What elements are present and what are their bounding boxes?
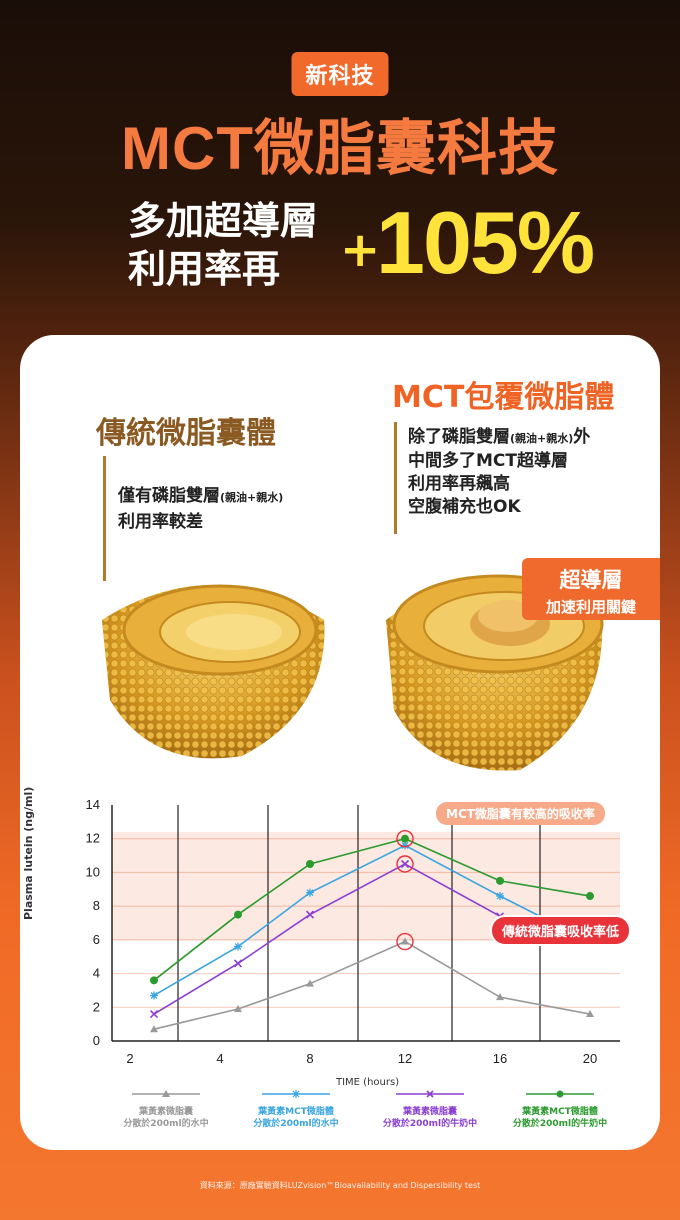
right-desc-line2: 中間多了MCT超導層 (408, 451, 568, 471)
y-tick-label: 2 (93, 999, 100, 1014)
page-title: MCT微脂囊科技 (121, 115, 559, 182)
right-desc-line1-note: (親油+親水) (510, 432, 574, 445)
x-axis-label: TIME (hours) (336, 1077, 400, 1088)
peak-highlight-circle (396, 932, 414, 951)
legend-item: 葉黃素微脂囊 分散於200ml的水中 (96, 1088, 236, 1130)
data-point (234, 942, 242, 951)
legend-item: 葉黃素MCT微脂體 分散於200ml的水中 (226, 1088, 366, 1130)
series-line (153, 837, 591, 981)
y-tick-label: 14 (86, 797, 100, 812)
subtitle-line1: 多加超導層 (128, 199, 319, 243)
callout-title: 超導層 (559, 568, 623, 592)
legend-item: 葉黃素微脂囊 分散於200ml的牛奶中 (360, 1088, 500, 1130)
data-point (496, 993, 504, 1001)
y-tick-label: 8 (93, 898, 100, 913)
data-point (496, 876, 504, 885)
x-tick-label: 16 (493, 1051, 507, 1066)
left-divider (103, 456, 106, 581)
left-desc-line2: 利用率較差 (118, 512, 203, 532)
mct-liposome-title: MCT包覆微脂體 (392, 380, 615, 415)
data-point (150, 1025, 158, 1033)
legend-item: 葉黃素MCT微脂體 分散於200ml的牛奶中 (490, 1088, 630, 1130)
new-tech-tag: 新科技 (291, 52, 389, 96)
traditional-liposome-title: 傳統微脂囊體 (96, 416, 276, 451)
data-point (400, 859, 410, 869)
legend-label-2: 分散於200ml的水中 (253, 1119, 339, 1129)
mct-description: 除了磷脂雙層(親油+親水)外 中間多了MCT超導層 利用率再飆高 空腹補充也OK (408, 426, 590, 519)
legend-label-1: 葉黃素微脂囊 (138, 1107, 193, 1117)
x-tick-label: 2 (126, 1051, 133, 1066)
x-tick-label: 12 (398, 1051, 412, 1066)
y-axis-label: Plasma lutein (ng/ml) (22, 786, 35, 920)
data-point (234, 1004, 242, 1012)
legend-marker-icon (526, 1090, 594, 1098)
legend-marker-icon (396, 1090, 464, 1098)
hero-banner: 新科技 MCT微脂囊科技 多加超導層 利用率再 + 105% (0, 0, 680, 320)
plus-sign: + (340, 222, 381, 278)
traditional-description: 僅有磷脂雙層(親油+親水) 利用率較差 (118, 484, 283, 535)
data-point (305, 910, 315, 919)
y-tick-label: 10 (86, 864, 100, 879)
legend-label-2: 分散於200ml的牛奶中 (382, 1119, 478, 1129)
x-tick-label: 4 (216, 1051, 223, 1066)
legend-marker-icon (262, 1090, 330, 1098)
subtitle-line2: 利用率再 (128, 247, 281, 291)
data-point (586, 892, 594, 901)
y-tick-label: 6 (93, 932, 100, 947)
left-desc-line1-note: (親油+親水) (220, 491, 284, 504)
traditional-liposome-illustration (102, 584, 325, 759)
callout-subtitle: 加速利用關鍵 (545, 598, 636, 616)
left-desc-line1: 僅有磷脂雙層 (118, 486, 220, 506)
x-tick-label: 20 (583, 1051, 597, 1066)
traditional-lower-absorption-annotation: 傳統微脂囊吸收率低 (492, 917, 630, 944)
series-line (153, 940, 591, 1030)
y-tick-label: 4 (93, 966, 100, 981)
peak-highlight-circle (396, 830, 414, 848)
percent-highlight: 105% (376, 193, 595, 292)
data-point (586, 1010, 594, 1018)
legend-label-1: 葉黃素MCT微脂體 (522, 1107, 598, 1117)
data-source-note: 資料來源：原廠實驗資料LUZvision™Bioavailability and… (199, 1181, 481, 1190)
legend-marker-icon (132, 1090, 200, 1097)
right-desc-line1-tail: 外 (573, 427, 591, 447)
data-point (306, 888, 314, 897)
y-tick-label: 0 (93, 1033, 100, 1048)
legend-label-1: 葉黃素MCT微脂體 (258, 1107, 334, 1117)
data-point (234, 910, 242, 919)
y-tick-label: 12 (86, 831, 100, 846)
series-line (153, 844, 591, 997)
data-point (233, 959, 243, 968)
data-point (306, 979, 314, 987)
peak-highlight-circle (396, 855, 414, 873)
data-point (401, 841, 409, 850)
right-desc-line4: 空腹補充也OK (408, 497, 521, 517)
data-point (150, 976, 158, 985)
data-point (401, 937, 409, 945)
x-tick-label: 8 (306, 1051, 313, 1066)
data-point (496, 892, 504, 901)
legend-label-2: 分散於200ml的水中 (123, 1119, 209, 1129)
data-point (306, 860, 314, 868)
legend-label-2: 分散於200ml的牛奶中 (512, 1119, 608, 1129)
data-point (401, 834, 409, 843)
right-desc-line3: 利用率再飆高 (408, 474, 510, 494)
legend-label-1: 葉黃素微脂囊 (402, 1107, 457, 1117)
mct-higher-absorption-annotation: MCT微脂囊有較高的吸收率 (436, 802, 605, 825)
right-desc-line1: 除了磷脂雙層 (408, 427, 510, 447)
data-point (149, 1009, 159, 1019)
right-divider (394, 422, 397, 534)
super-layer-callout: 超導層 加速利用關鍵 (522, 558, 660, 620)
data-point (150, 991, 158, 1000)
